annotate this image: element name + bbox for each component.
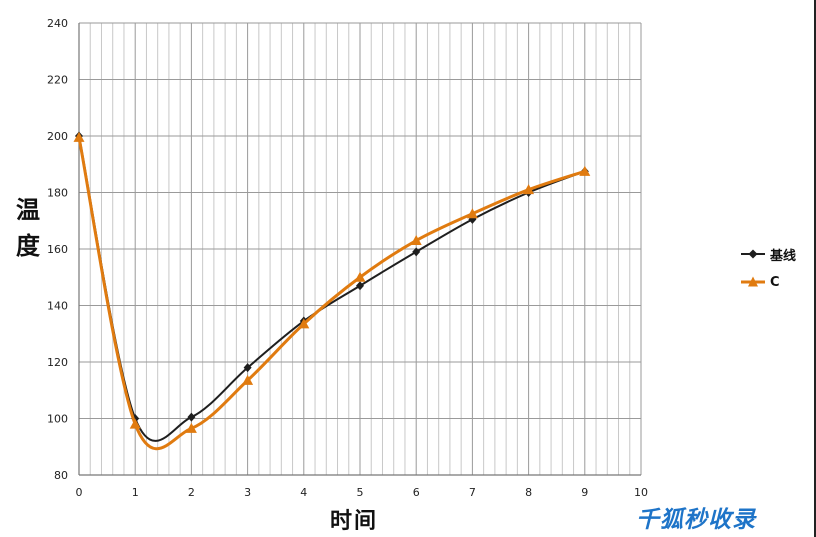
data-point xyxy=(74,132,85,142)
y-tick-labels: 80 100 120 140 160 180 200 220 240 xyxy=(47,17,68,482)
legend: 基线 C xyxy=(740,240,796,296)
x-tick-label: 2 xyxy=(188,486,195,499)
major-grid xyxy=(79,23,641,475)
series-layer xyxy=(74,132,591,449)
x-tick-label: 10 xyxy=(634,486,648,499)
y-tick-label: 100 xyxy=(47,413,68,426)
y-tick-label: 140 xyxy=(47,300,68,313)
legend-label-baseline: 基线 xyxy=(770,245,796,264)
x-axis-label: 时间 xyxy=(330,503,378,535)
x-tick-label: 5 xyxy=(357,486,364,499)
y-axis-label-char-2: 度 xyxy=(16,226,40,261)
y-tick-label: 180 xyxy=(47,187,68,200)
y-tick-label: 160 xyxy=(47,243,68,256)
legend-marker-c xyxy=(740,276,766,288)
y-tick-label: 220 xyxy=(47,74,68,87)
legend-marker-baseline xyxy=(740,248,766,260)
y-tick-label: 80 xyxy=(54,469,68,482)
x-tick-label: 0 xyxy=(76,486,83,499)
legend-item-c: C xyxy=(740,268,796,296)
data-point xyxy=(579,166,590,176)
series-line xyxy=(79,137,585,448)
y-tick-label: 200 xyxy=(47,130,68,143)
y-tick-label: 240 xyxy=(47,17,68,30)
legend-label-c: C xyxy=(770,275,780,290)
watermark-logo: 千狐秒收录 xyxy=(636,500,756,534)
data-point xyxy=(187,413,195,422)
x-tick-label: 7 xyxy=(469,486,476,499)
x-tick-label: 1 xyxy=(132,486,139,499)
series-c xyxy=(74,132,591,449)
legend-item-baseline: 基线 xyxy=(740,240,796,268)
data-point xyxy=(356,281,364,290)
x-tick-label: 9 xyxy=(581,486,588,499)
x-tick-label: 3 xyxy=(244,486,251,499)
series-baseline xyxy=(75,132,589,441)
x-tick-label: 8 xyxy=(525,486,532,499)
y-tick-label: 120 xyxy=(47,356,68,369)
data-point xyxy=(130,419,141,429)
y-axis-label-char-1: 温 xyxy=(16,190,40,225)
x-tick-label: 4 xyxy=(300,486,307,499)
x-tick-label: 6 xyxy=(413,486,420,499)
x-tick-labels: 0 1 2 3 4 5 6 7 8 9 10 xyxy=(76,486,649,499)
series-line xyxy=(79,136,585,441)
